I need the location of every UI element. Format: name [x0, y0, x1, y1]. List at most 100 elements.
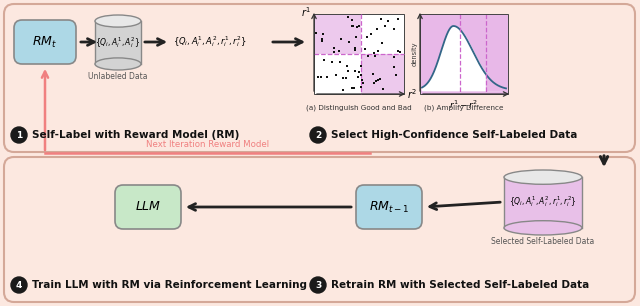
Point — [343, 14, 353, 19]
Point — [311, 31, 321, 35]
Point — [328, 50, 339, 54]
Point — [356, 73, 366, 78]
Text: $RM_t$: $RM_t$ — [33, 35, 58, 50]
Point — [370, 54, 380, 59]
Text: $LLM$: $LLM$ — [135, 200, 161, 214]
Text: Self-Label with Reward Model (RM): Self-Label with Reward Model (RM) — [32, 130, 239, 140]
Point — [378, 87, 388, 92]
Text: $r^2$: $r^2$ — [407, 87, 417, 101]
Circle shape — [310, 127, 326, 143]
Point — [351, 35, 362, 39]
Circle shape — [310, 277, 326, 293]
Point — [317, 37, 327, 42]
Ellipse shape — [95, 15, 141, 27]
Point — [353, 74, 364, 79]
Text: Select High-Confidence Self-Labeled Data: Select High-Confidence Self-Labeled Data — [331, 130, 577, 140]
Point — [354, 70, 364, 75]
Point — [360, 46, 371, 51]
Bar — [95, 21, 141, 64]
Bar — [314, 14, 404, 94]
Point — [362, 34, 372, 39]
Point — [316, 74, 326, 79]
Bar — [420, 14, 508, 94]
Point — [365, 31, 376, 36]
Point — [369, 80, 379, 85]
Bar — [420, 14, 508, 94]
Text: 2: 2 — [315, 130, 321, 140]
Point — [373, 78, 383, 83]
Point — [344, 40, 354, 45]
Text: 1: 1 — [16, 130, 22, 140]
Point — [356, 85, 366, 90]
Text: Unlabeled Data: Unlabeled Data — [88, 72, 148, 81]
Point — [350, 48, 360, 53]
Point — [358, 81, 368, 86]
Point — [331, 73, 341, 78]
Text: 4: 4 — [16, 281, 22, 289]
Point — [352, 25, 362, 30]
Bar — [504, 177, 582, 228]
Point — [313, 74, 323, 79]
FancyBboxPatch shape — [356, 185, 422, 229]
Text: 3: 3 — [315, 281, 321, 289]
Point — [342, 64, 353, 69]
Point — [343, 68, 353, 73]
Circle shape — [11, 277, 27, 293]
Point — [356, 64, 366, 69]
Text: $RM_{t-1}$: $RM_{t-1}$ — [369, 200, 409, 215]
Point — [334, 49, 344, 54]
Text: Selected Self-Labeled Data: Selected Self-Labeled Data — [492, 237, 595, 246]
Point — [372, 49, 383, 54]
FancyBboxPatch shape — [4, 157, 635, 302]
Point — [393, 16, 403, 21]
Point — [341, 76, 351, 81]
Point — [317, 38, 327, 43]
Text: $r^1$: $r^1$ — [301, 5, 311, 19]
FancyBboxPatch shape — [115, 185, 181, 229]
Point — [357, 77, 367, 82]
Point — [319, 57, 329, 62]
Point — [337, 88, 348, 92]
Point — [380, 24, 390, 29]
Point — [350, 69, 360, 74]
Point — [317, 32, 328, 36]
Text: $\{Q_i, A_i^1, A_i^2, r_i^1, r_i^2\}$: $\{Q_i, A_i^1, A_i^2, r_i^1, r_i^2\}$ — [509, 195, 577, 209]
Ellipse shape — [504, 221, 582, 235]
Point — [374, 76, 385, 81]
Point — [338, 75, 348, 80]
Text: (a) Distinguish Good and Bad: (a) Distinguish Good and Bad — [306, 105, 412, 111]
Point — [348, 85, 358, 90]
Point — [329, 45, 339, 50]
FancyBboxPatch shape — [14, 20, 76, 64]
Text: (b) Amplify Difference: (b) Amplify Difference — [424, 105, 504, 111]
Ellipse shape — [504, 170, 582, 184]
Text: Train LLM with RM via Reinforcement Learning: Train LLM with RM via Reinforcement Lear… — [32, 280, 307, 290]
Point — [349, 85, 359, 90]
Ellipse shape — [95, 58, 141, 70]
Point — [377, 41, 387, 46]
Point — [376, 17, 386, 21]
Bar — [314, 14, 361, 54]
FancyBboxPatch shape — [4, 4, 635, 152]
Point — [383, 19, 393, 24]
Point — [326, 60, 337, 65]
Point — [346, 18, 356, 23]
Text: $r^1 - r^2$: $r^1 - r^2$ — [449, 99, 479, 111]
Point — [347, 24, 357, 28]
Point — [350, 46, 360, 50]
Text: Retrain RM with Selected Self-Labeled Data: Retrain RM with Selected Self-Labeled Da… — [331, 280, 589, 290]
Point — [367, 71, 378, 76]
Bar — [314, 14, 404, 94]
Text: $\{Q_i, A_i^1, A_i^2\}$: $\{Q_i, A_i^1, A_i^2\}$ — [95, 35, 141, 50]
Point — [372, 26, 382, 31]
Text: density: density — [412, 42, 418, 66]
Point — [392, 49, 403, 54]
Point — [395, 50, 405, 54]
Point — [391, 73, 401, 77]
Text: $\{Q_i, A_i^1, A_i^2, r_i^1, r_i^2\}$: $\{Q_i, A_i^1, A_i^2, r_i^1, r_i^2\}$ — [173, 35, 247, 50]
Bar — [361, 54, 404, 94]
Point — [369, 50, 380, 55]
Point — [323, 74, 333, 79]
Point — [348, 23, 358, 28]
Point — [362, 53, 372, 58]
